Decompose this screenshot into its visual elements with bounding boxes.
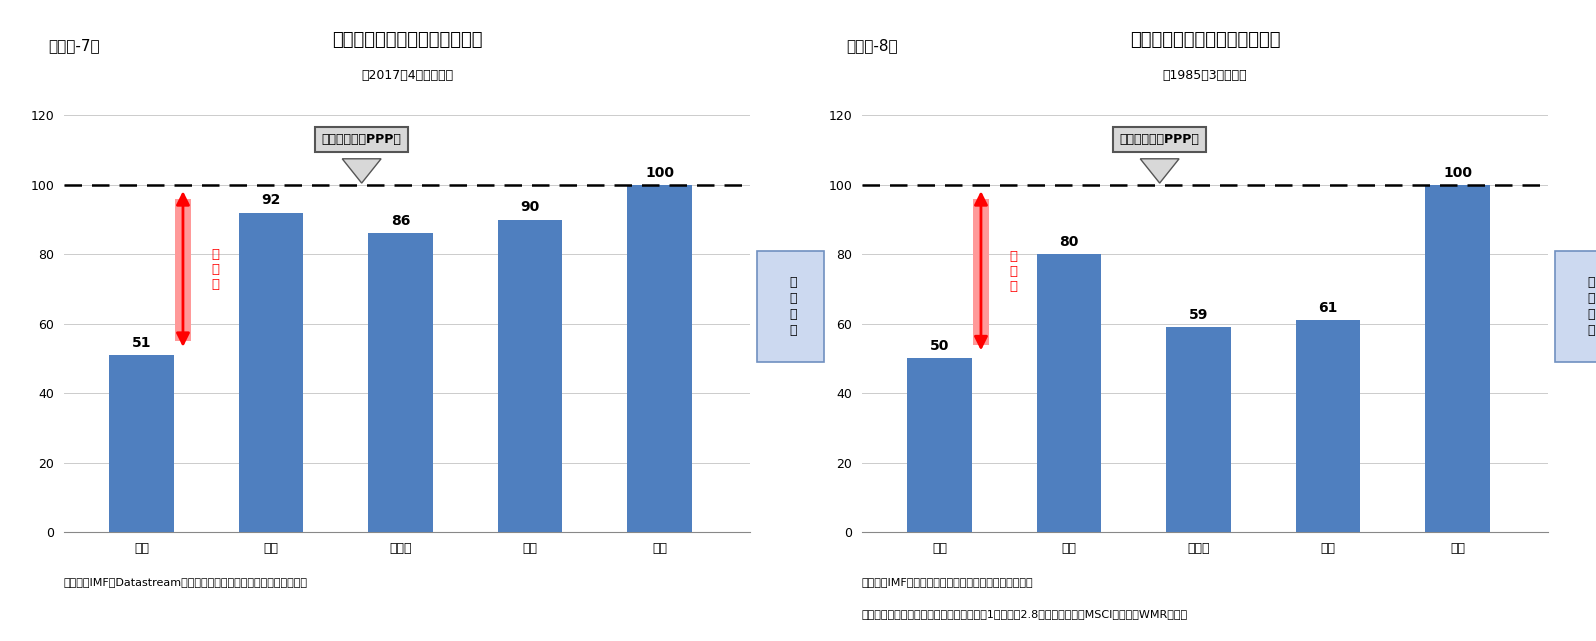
Text: 92: 92	[262, 194, 281, 208]
Text: 購買力平価（PPP）: 購買力平価（PPP）	[322, 133, 402, 146]
Text: 各通貨の購買力平価と市場実勢: 各通貨の購買力平価と市場実勢	[332, 31, 482, 49]
Text: 割
安
分: 割 安 分	[1009, 250, 1018, 293]
Bar	[239, 213, 303, 532]
Bar	[176, 199, 192, 341]
Text: 86: 86	[391, 214, 410, 228]
Bar	[109, 355, 174, 532]
Polygon shape	[342, 159, 381, 183]
Text: （図表-7）: （図表-7）	[48, 38, 99, 53]
Text: 100: 100	[645, 165, 674, 179]
Bar	[369, 233, 433, 532]
Text: 市
場
実
勢: 市 場 実 勢	[788, 276, 796, 337]
Bar	[1167, 327, 1231, 532]
Bar	[1296, 320, 1360, 532]
Bar	[974, 199, 990, 345]
Text: （1985年3月時点）: （1985年3月時点）	[1162, 69, 1248, 82]
Text: 購買力平価（PPP）: 購買力平価（PPP）	[1120, 133, 1200, 146]
Text: 100: 100	[1443, 165, 1472, 179]
Bar	[1425, 185, 1489, 532]
Text: （2017年4月末時点）: （2017年4月末時点）	[361, 69, 453, 82]
FancyBboxPatch shape	[1555, 251, 1596, 362]
Text: （資料）IMFのデータを元にニッセイ基礎研究所で作成: （資料）IMFのデータを元にニッセイ基礎研究所で作成	[862, 577, 1034, 587]
Polygon shape	[1140, 159, 1179, 183]
FancyBboxPatch shape	[757, 251, 824, 362]
Text: 90: 90	[520, 201, 539, 214]
Text: 59: 59	[1189, 308, 1208, 322]
Text: （資料）IMF、Datastreamのデータを元にニッセイ基礎研究所で作成: （資料）IMF、Datastreamのデータを元にニッセイ基礎研究所で作成	[64, 577, 308, 587]
Text: 割
安
分: 割 安 分	[211, 249, 220, 292]
Bar	[907, 358, 972, 532]
Text: 各通貨の購買力平価と市場実勢: 各通貨の購買力平価と市場実勢	[1130, 31, 1280, 49]
Text: 61: 61	[1318, 301, 1337, 315]
Text: （図表-8）: （図表-8）	[846, 38, 897, 53]
Bar	[1037, 254, 1101, 532]
Text: 51: 51	[132, 336, 152, 350]
Text: 市
場
実
勢: 市 場 実 勢	[1586, 276, 1594, 337]
Text: 80: 80	[1060, 235, 1079, 249]
Text: 50: 50	[930, 339, 950, 353]
Bar	[498, 219, 562, 532]
Bar	[627, 185, 691, 532]
Text: （注）中国は当時の貿易用内部決済相場（1米ドル＝2.8元）、日本円はMSCI、英独はWMRを使用: （注）中国は当時の貿易用内部決済相場（1米ドル＝2.8元）、日本円はMSCI、英…	[862, 609, 1187, 619]
